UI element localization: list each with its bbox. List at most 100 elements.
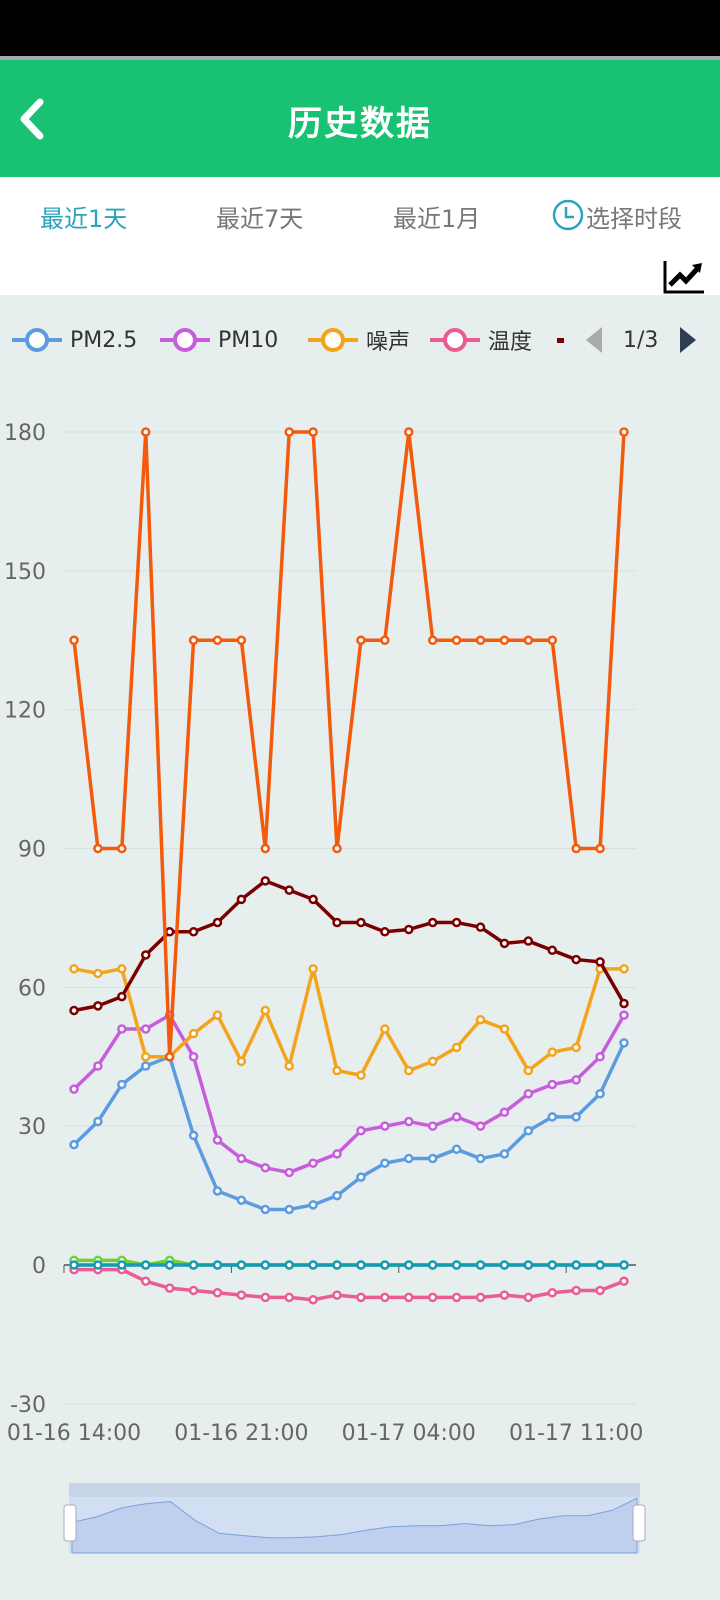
data-point xyxy=(475,1153,486,1164)
data-point xyxy=(164,1260,175,1270)
data-point xyxy=(212,1186,223,1196)
data-point xyxy=(619,964,629,974)
data-point xyxy=(284,1204,294,1215)
data-point xyxy=(380,1260,390,1270)
data-point xyxy=(260,1005,271,1016)
data-point xyxy=(547,1288,558,1298)
data-point xyxy=(140,950,151,960)
data-point xyxy=(451,1292,462,1303)
y-tick-label: 180 xyxy=(4,421,46,446)
legend-next-page-button[interactable] xyxy=(678,322,706,358)
data-point xyxy=(212,1135,223,1145)
data-point xyxy=(284,1292,294,1303)
data-point xyxy=(571,843,581,854)
tab-last-1-day[interactable]: 最近1天 xyxy=(40,205,128,233)
data-point xyxy=(212,1288,223,1298)
data-point xyxy=(69,1260,79,1270)
x-tick-label: 01-16 21:00 xyxy=(174,1421,308,1446)
data-point xyxy=(308,1294,318,1305)
data-point xyxy=(188,1028,199,1039)
data-point xyxy=(523,1065,534,1076)
data-point xyxy=(332,843,342,854)
data-point xyxy=(523,1292,534,1303)
data-point xyxy=(188,635,199,645)
data-point xyxy=(236,1290,247,1300)
data-point xyxy=(427,635,438,645)
data-point xyxy=(380,1121,390,1131)
data-point xyxy=(595,957,605,967)
data-point xyxy=(93,1116,103,1127)
data-point xyxy=(547,1112,558,1122)
data-point xyxy=(571,1285,581,1296)
legend-marker-icon xyxy=(160,328,210,352)
data-point xyxy=(547,1260,558,1270)
data-point xyxy=(69,1139,79,1150)
legend-item[interactable]: PM10 xyxy=(160,322,278,358)
data-point xyxy=(475,1260,486,1270)
data-zoom-drag-bar[interactable] xyxy=(69,1483,640,1497)
data-point xyxy=(404,924,414,935)
data-point xyxy=(571,1260,581,1270)
y-tick-label: 0 xyxy=(32,1254,46,1279)
tab-last-1-month[interactable]: 最近1月 xyxy=(393,205,481,233)
legend-item-partial[interactable] xyxy=(557,322,564,358)
data-point xyxy=(212,1010,223,1020)
chart-legend: PM2.5 PM10 噪声 温度 1/3 xyxy=(0,322,720,362)
data-point xyxy=(188,1130,199,1141)
data-point xyxy=(571,1112,581,1122)
data-point xyxy=(619,1276,629,1286)
clock-icon xyxy=(552,199,584,231)
series-1 xyxy=(69,1010,629,1178)
data-point xyxy=(404,427,414,437)
data-point xyxy=(499,1149,510,1159)
data-point xyxy=(380,1158,390,1168)
data-point xyxy=(308,1158,318,1168)
data-zoom-right-handle[interactable] xyxy=(632,1504,646,1542)
data-point xyxy=(188,927,199,937)
data-point xyxy=(140,1052,151,1062)
tab-select-period[interactable]: 选择时段 xyxy=(586,205,682,233)
data-point xyxy=(236,1056,247,1067)
data-point xyxy=(547,635,558,645)
data-point xyxy=(356,1070,366,1081)
data-point xyxy=(260,1260,271,1270)
legend-item[interactable]: PM2.5 xyxy=(12,322,137,358)
data-point xyxy=(212,635,223,645)
data-point xyxy=(571,1075,581,1085)
legend-item[interactable]: 噪声 xyxy=(308,322,410,358)
data-point xyxy=(117,1079,127,1090)
data-point xyxy=(451,635,462,645)
divider xyxy=(0,56,720,60)
series-6 xyxy=(69,1255,629,1270)
legend-label: PM10 xyxy=(218,327,279,353)
data-point xyxy=(523,936,534,946)
data-point xyxy=(308,1200,318,1210)
series-line xyxy=(73,879,626,1013)
line-chart-icon[interactable] xyxy=(662,259,706,295)
legend-item[interactable]: 温度 xyxy=(430,322,532,358)
data-point xyxy=(427,1260,438,1270)
series-4 xyxy=(69,876,629,1016)
data-point xyxy=(595,843,605,854)
data-point xyxy=(499,1107,510,1118)
data-point xyxy=(117,964,127,974)
data-point xyxy=(619,427,629,437)
data-point xyxy=(475,1292,486,1303)
legend-prev-page-button[interactable] xyxy=(584,322,612,358)
data-point xyxy=(619,998,629,1009)
data-point xyxy=(164,927,175,937)
back-arrow-icon[interactable] xyxy=(14,94,54,144)
data-point xyxy=(499,1290,510,1300)
time-range-tabs: 最近1天 最近7天 最近1月 选择时段 xyxy=(0,177,720,295)
data-point xyxy=(356,1292,366,1303)
data-point xyxy=(523,1260,534,1270)
y-tick-label: 30 xyxy=(18,1115,46,1140)
data-point xyxy=(284,1061,294,1071)
data-zoom-left-handle[interactable] xyxy=(63,1504,77,1542)
data-point xyxy=(404,1116,414,1127)
data-point xyxy=(595,1285,605,1296)
tab-last-7-days[interactable]: 最近7天 xyxy=(216,205,304,233)
data-point xyxy=(236,1195,247,1205)
data-point xyxy=(356,1126,366,1136)
series-5 xyxy=(69,427,629,1062)
